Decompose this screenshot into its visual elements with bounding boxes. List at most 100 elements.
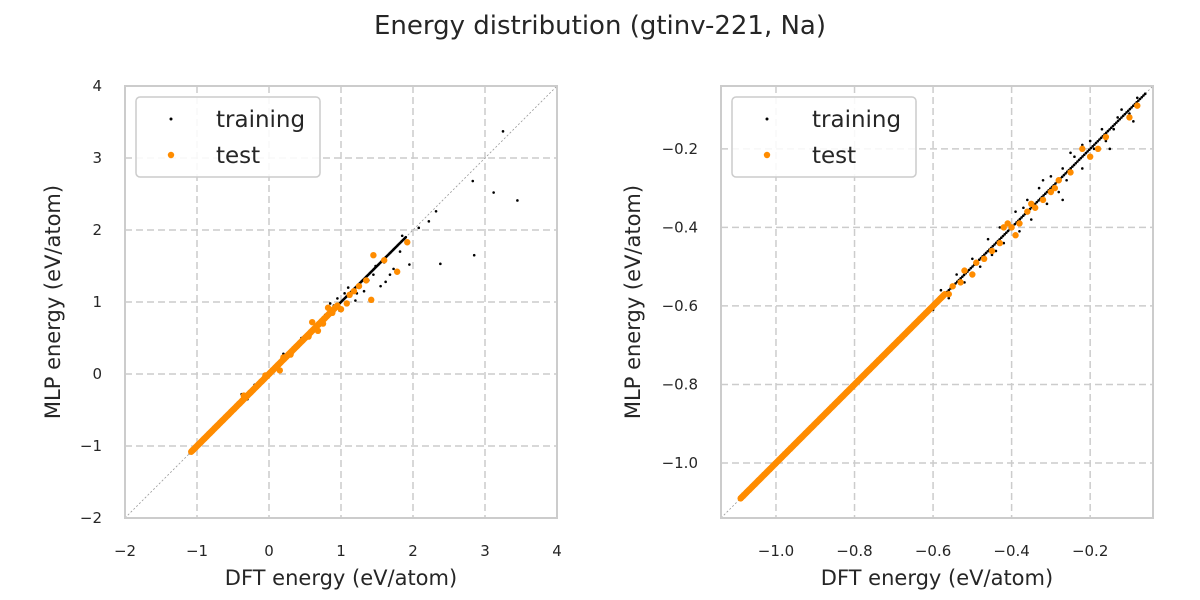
chart-right-point-training <box>1005 231 1008 234</box>
chart-left-x-tick-label: −1 <box>186 542 208 560</box>
chart-right-point-training <box>1002 241 1006 245</box>
chart-left-y-tick-label: 1 <box>92 293 102 311</box>
chart-left-y-tick-label: −1 <box>80 437 102 455</box>
chart-right-point-training <box>1081 167 1084 170</box>
chart-right-legend-label-training: training <box>812 107 901 133</box>
chart-right-point-training <box>983 253 986 256</box>
chart-left-point-test <box>393 268 401 275</box>
chart-left-y-tick-label: 2 <box>92 221 102 239</box>
chart-right-point-training <box>1140 95 1144 99</box>
chart-right-point-training <box>1029 218 1033 221</box>
chart-right-point-training <box>1111 124 1115 128</box>
chart-left-point-training <box>379 284 382 288</box>
chart-left-point-training <box>398 250 402 253</box>
chart-right-point-test <box>1028 200 1035 208</box>
chart-left-legend-box <box>135 96 321 178</box>
chart-left-point-training <box>472 253 476 257</box>
chart-right-point-training <box>1077 158 1081 162</box>
chart-right-point-test <box>1102 133 1110 141</box>
chart-left-point-test <box>350 288 358 295</box>
chart-right-point-test <box>1047 188 1055 196</box>
chart-left-point-test <box>287 351 294 358</box>
chart-right-point-training <box>963 281 966 284</box>
chart-right-point-training <box>999 236 1003 240</box>
chart-right-point-test <box>973 259 980 266</box>
chart-right-point-training <box>1001 234 1005 238</box>
chart-right-point-test <box>980 255 988 262</box>
chart-right-point-training <box>947 288 951 292</box>
chart-right-point-training <box>1026 198 1029 202</box>
chart-right-point-training <box>1082 153 1086 157</box>
chart-right-point-training <box>1128 112 1131 115</box>
chart-right-point-training <box>971 265 974 268</box>
chart-right-point-test <box>1094 145 1102 153</box>
chart-right-point-training <box>1091 145 1094 148</box>
chart-left-x-tick-label: 1 <box>336 542 346 560</box>
chart-right-point-training <box>978 265 982 268</box>
chart-left-legend-marker-training <box>169 117 173 121</box>
chart-left-point-test <box>314 327 322 334</box>
chart-left-point-training <box>372 273 375 276</box>
chart-left-point-test <box>324 304 332 311</box>
chart-right-point-training <box>1043 192 1047 196</box>
chart-right-point-test <box>1079 145 1086 153</box>
chart-right-point-training <box>1104 131 1108 135</box>
chart-right-point-training <box>991 244 995 248</box>
chart-right-point-training <box>1094 141 1098 145</box>
chart-right-y-tick-label: −0.2 <box>662 140 698 158</box>
chart-right-points <box>737 92 1147 502</box>
chart-right-ylabel: MLP energy (eV/atom) <box>621 185 645 419</box>
chart-left-point-test <box>363 277 370 284</box>
chart-right-y-tick-label: −0.6 <box>662 297 698 315</box>
chart-right-point-training <box>1143 92 1147 96</box>
chart-left-point-test <box>346 291 353 298</box>
chart-right-point-test <box>1039 196 1047 204</box>
chart-right-point-training <box>971 257 974 261</box>
chart-right-point-training <box>994 249 998 253</box>
chart-left-point-training <box>346 286 350 289</box>
chart-right-point-test <box>1000 224 1007 231</box>
chart-left-point-training <box>516 199 519 202</box>
chart-right-point-training <box>1118 117 1122 121</box>
chart-right-frame <box>720 85 1154 519</box>
chart-right-point-test <box>957 279 964 286</box>
chart-right-point-test <box>1134 102 1141 109</box>
chart-left-xlabel: DFT energy (eV/atom) <box>225 566 457 590</box>
chart-right-point-test <box>1016 220 1023 227</box>
chart-right-point-training <box>939 288 943 292</box>
chart-left-point-test <box>337 306 345 313</box>
chart-right-point-test <box>996 239 1004 247</box>
chart-left-y-tick-label: 4 <box>92 77 102 95</box>
chart-right-point-training <box>967 268 971 272</box>
chart-right-point-training <box>1100 127 1104 131</box>
chart-right-point-training <box>1138 97 1142 101</box>
chart-right-x-tick-label: −0.2 <box>1072 542 1108 560</box>
chart-right-point-training <box>1098 138 1101 141</box>
chart-right-point-training <box>1135 96 1139 100</box>
chart-right-point-training <box>947 296 951 300</box>
chart-right-point-test <box>1024 208 1031 215</box>
chart-right-point-training <box>1037 199 1040 202</box>
chart-right-point-training <box>1081 155 1084 158</box>
chart-right-point-training <box>1081 143 1084 147</box>
chart-left-point-training <box>400 234 404 238</box>
chart-right-point-training <box>1116 116 1119 119</box>
chart-left-point-test <box>280 354 287 361</box>
chart-right-point-training <box>1061 167 1064 170</box>
chart-left-point-training <box>434 209 438 213</box>
chart-left-y-tick-label: 0 <box>92 365 102 383</box>
chart-right-point-training <box>1079 156 1083 160</box>
chart-left-point-test <box>305 333 312 340</box>
chart-right-point-test <box>1055 177 1062 184</box>
chart-right-legend: training test <box>731 96 917 178</box>
chart-right-point-training <box>1045 190 1049 194</box>
chart-right-point-training <box>1057 190 1061 194</box>
chart-left-point-test <box>319 320 327 327</box>
chart-right-point-training <box>1116 119 1120 123</box>
chart-right-point-test <box>1012 232 1019 239</box>
chart-left-point-test <box>368 296 375 304</box>
chart-right-point-training <box>1006 229 1010 233</box>
chart-left-point-training <box>362 289 366 293</box>
chart-right-point-training <box>1061 198 1064 202</box>
chart-right-point-training <box>1104 139 1108 143</box>
